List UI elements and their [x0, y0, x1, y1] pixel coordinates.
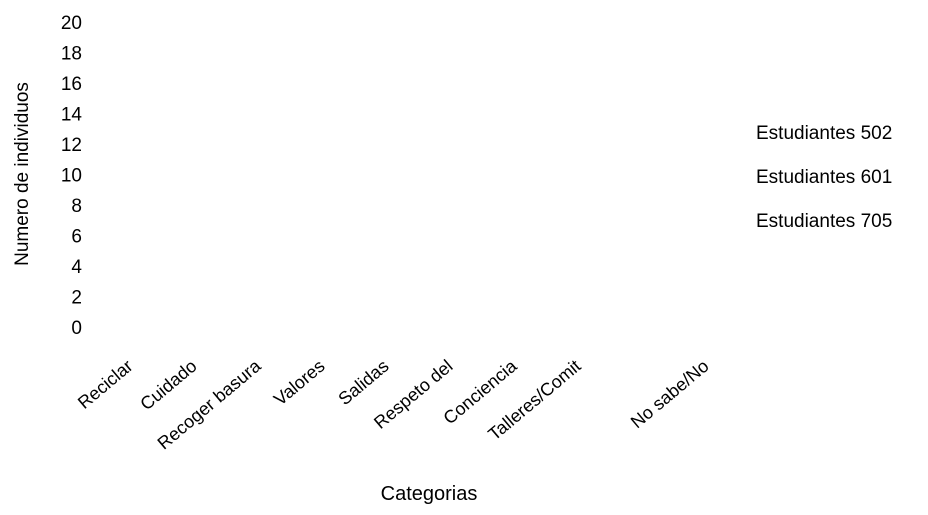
y-tick-label: 8 — [71, 196, 82, 217]
legend-entry: Estudiantes 601 — [756, 167, 892, 188]
y-tick-label: 16 — [61, 74, 82, 95]
x-tick-label: Salidas — [334, 356, 392, 409]
y-tick-label: 6 — [71, 227, 82, 248]
legend-entry: Estudiantes 705 — [756, 211, 892, 232]
y-tick-label: 10 — [61, 166, 82, 187]
y-axis-title: Numero de individuos — [12, 82, 33, 266]
x-axis-title: Categorias — [381, 483, 478, 505]
y-tick-label: 14 — [61, 105, 83, 126]
legend-entry: Estudiantes 502 — [756, 123, 892, 144]
x-tick-label: Valores — [270, 356, 329, 410]
y-tick-label: 0 — [71, 318, 82, 339]
legend: Estudiantes 502 Estudiantes 601 Estudiante… — [756, 123, 892, 232]
y-tick-label: 12 — [61, 135, 82, 156]
y-axis-ticks: 0 2 4 6 8 10 12 14 16 18 20 — [61, 13, 83, 339]
x-tick-label: Cuidado — [136, 356, 200, 414]
y-tick-label: 4 — [71, 257, 82, 278]
y-tick-label: 2 — [71, 288, 82, 309]
y-tick-label: 20 — [61, 13, 82, 34]
x-tick-label: Reciclar — [74, 356, 137, 413]
x-tick-label: No sabe/No — [627, 356, 713, 432]
y-tick-label: 18 — [61, 44, 82, 65]
